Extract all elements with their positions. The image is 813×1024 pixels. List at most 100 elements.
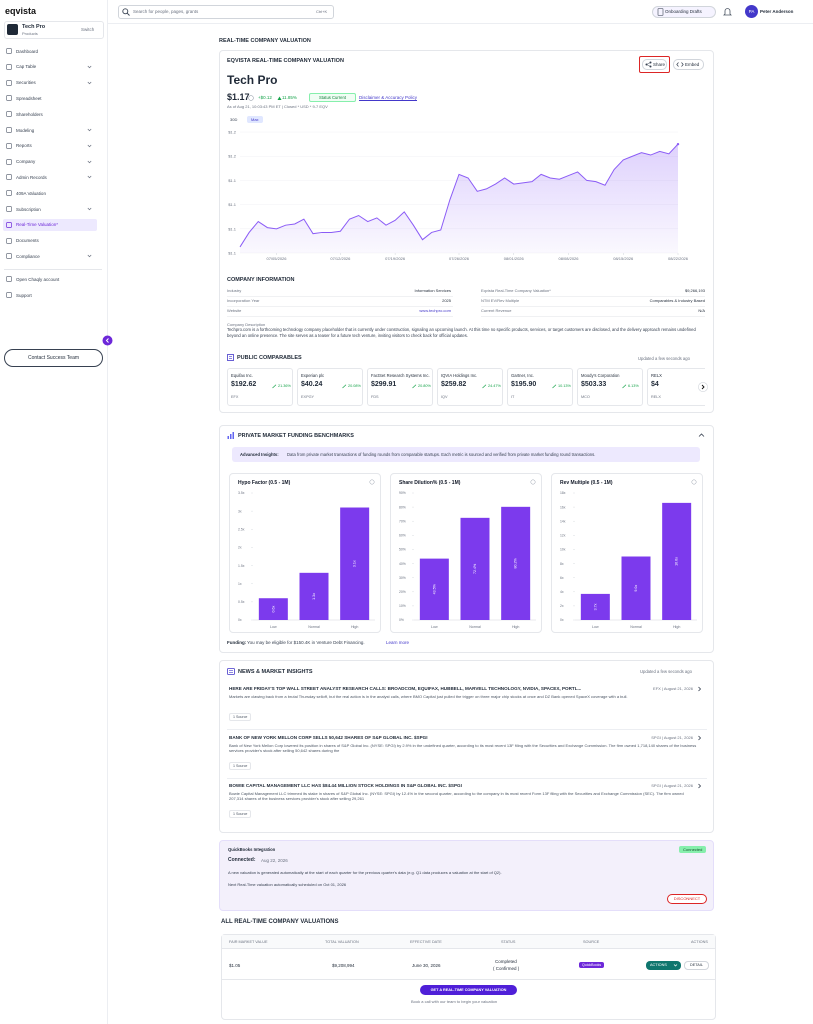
nav-chevron: [87, 207, 92, 211]
cell-total: $9,208,994: [332, 963, 355, 968]
news-headline: HERE ARE FRIDAY'S TOP WALL STREET ANALYS…: [229, 686, 582, 691]
y-tick-label: 70%: [399, 519, 406, 523]
info-divider: [481, 305, 705, 307]
next-arrow[interactable]: [698, 382, 708, 392]
search-icon: [122, 8, 130, 16]
disconnect-button[interactable]: DISCONNECT: [667, 894, 707, 904]
bar: [419, 558, 449, 620]
all-valuations-title: ALL REAL-TIME COMPANY VALUATIONS: [221, 919, 339, 925]
y-tick-label: 2x: [560, 604, 564, 608]
comparable-price: $195.90: [511, 381, 537, 388]
avatar[interactable]: PA: [745, 5, 758, 18]
contact-button[interactable]: Contact Success Team: [4, 349, 103, 367]
comparable-change: 24.47%: [488, 384, 501, 388]
column-header: ACTIONS: [691, 940, 708, 944]
comparable-card: [647, 368, 705, 406]
x-tick-label: Low: [431, 625, 438, 629]
share-highlight: [639, 56, 670, 73]
search-shortcut: Ctrl+K: [316, 9, 328, 14]
quickbooks-card: [219, 840, 714, 911]
actions-button[interactable]: ACTIONS: [646, 961, 681, 970]
x-tick-label: Low: [270, 625, 277, 629]
info-value: 2025: [442, 298, 451, 303]
area: [240, 144, 678, 253]
chevron: [87, 128, 92, 132]
news-source[interactable]: 1 Source: [229, 713, 252, 721]
range-30d[interactable]: 30D: [230, 117, 238, 122]
news-list: HERE ARE FRIDAY'S TOP WALL STREET ANALYS…: [227, 686, 707, 826]
comparable-price: $299.91: [371, 381, 397, 388]
chevron: [87, 81, 92, 84]
quickbooks-next: Next Real-Time valuation automatically s…: [228, 882, 347, 887]
comparable-ticker: IT: [511, 395, 515, 399]
bar: [299, 572, 329, 620]
collapse-button[interactable]: [102, 335, 113, 346]
arrow: [482, 384, 487, 389]
disclaimer-link[interactable]: Disclaimer & Accuracy Policy: [359, 95, 418, 100]
nav-icon: [6, 142, 12, 149]
y-tick-label: 0x: [238, 618, 242, 622]
valuation-company: Tech Pro: [227, 73, 278, 87]
learn-more[interactable]: Learn more: [386, 640, 410, 645]
nav-item[interactable]: [3, 218, 97, 231]
company-switcher[interactable]: [4, 21, 104, 39]
onboarding-icon: [657, 8, 664, 16]
x-tick-label: 07/19/2026: [385, 256, 406, 261]
news-title: NEWS & MARKET INSIGHTS: [238, 669, 313, 675]
nav-label: Documents: [16, 238, 39, 244]
news-card: [219, 660, 714, 833]
bell-icon[interactable]: [723, 7, 732, 17]
search-box[interactable]: [118, 5, 334, 19]
quickbooks-title: QuickBooks Integration: [228, 847, 276, 852]
x-tick-label: 08/22/2026: [668, 256, 689, 261]
bar-chart: Rev Multiple (0.5 - 1M) 0x 2x 4x 6x 8x 10x 12x 1…: [560, 479, 697, 629]
nav-icon-shape: [6, 276, 12, 282]
news-headline: BANK OF NEW YORK MELLON CORP SELLS 50,64…: [229, 734, 428, 740]
news-divider: [227, 777, 707, 779]
onboarding-button[interactable]: [652, 6, 716, 18]
company-info-rows: Industry Information Services Incorporatio…: [227, 288, 705, 318]
x-tick-label: Normal: [630, 625, 642, 629]
y-tick-label: $1.1: [228, 202, 237, 207]
news-source[interactable]: 1 Source: [229, 761, 252, 770]
nav-icon-shape: [6, 237, 12, 244]
bar-value-label: 9.0x: [634, 585, 638, 592]
bar: [460, 517, 490, 620]
comparable-ticker: EFX: [231, 395, 239, 399]
news-meta: EFX | August 21, 2026: [653, 686, 693, 691]
detail-button[interactable]: DETAIL: [684, 961, 709, 970]
x-tick-label: Normal: [469, 625, 481, 629]
nav: Dashboard Cap Table Securities Spreadsheet S…: [0, 44, 108, 304]
last-point: [676, 142, 680, 146]
switch[interactable]: Switch: [81, 27, 95, 32]
news-chevron[interactable]: [697, 783, 702, 789]
arrow: [552, 384, 557, 389]
y-tick-label: 8x: [560, 562, 564, 566]
news-chevron[interactable]: [697, 735, 702, 741]
search-placeholder: Search for people, pages, grants: [133, 9, 199, 14]
x-tick-label: 07/26/2026: [449, 256, 470, 261]
info-value: Information Services: [414, 288, 451, 293]
bar-value-label: 43.5%: [432, 583, 436, 594]
benchmarks-icon: [227, 432, 234, 439]
nav-icon-shape: [6, 79, 12, 86]
comparable-name: IQVIA Holdings Inc.: [441, 373, 478, 378]
price-change-pct: 11.85%: [282, 95, 297, 100]
info-value: $9,266,193: [684, 288, 705, 293]
bar: [621, 556, 651, 620]
nav-icon-shape: [6, 190, 12, 197]
news-source[interactable]: 1 Source: [229, 810, 252, 818]
comparable-ticker: IQV: [441, 395, 448, 399]
company-logo: [7, 24, 18, 35]
range-max[interactable]: Max: [247, 116, 263, 123]
nav-icon: [6, 190, 12, 197]
embed-button[interactable]: Embed: [673, 59, 704, 70]
y-tick-label: 1.5x: [238, 564, 245, 568]
quickbooks-note: A new valuation is generated automatical…: [228, 870, 502, 875]
cta-button[interactable]: GET A REAL-TIME COMPANY VALUATION: [420, 985, 517, 995]
share-button[interactable]: Share: [642, 59, 667, 70]
news-chevron[interactable]: [697, 686, 702, 692]
info-divider: [227, 305, 453, 307]
collapse-icon[interactable]: [698, 432, 705, 438]
info-icon: [691, 479, 697, 485]
